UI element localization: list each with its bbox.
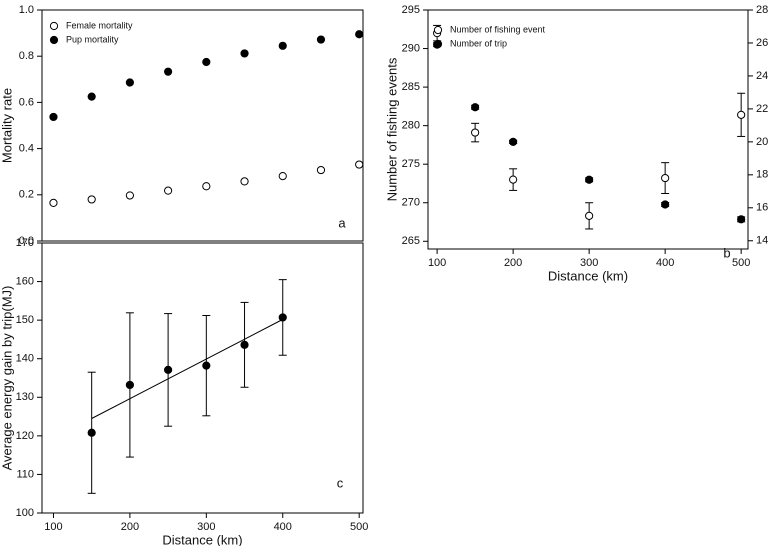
y2-tick-label: 22 [756, 103, 768, 115]
point [585, 211, 594, 220]
y-axis-label: Mortality rate [0, 88, 14, 163]
point [49, 198, 58, 207]
point [585, 175, 594, 184]
y-tick-label: 150 [16, 314, 34, 326]
plot-frame [41, 9, 364, 242]
y2-tick-label: 26 [756, 37, 768, 49]
x-axis-label: Distance (km) [162, 532, 242, 546]
x-tick-label: 200 [121, 521, 139, 533]
x-tick-label: 100 [44, 521, 62, 533]
point [737, 110, 746, 119]
y-tick-label: 100 [16, 507, 34, 519]
point [661, 200, 670, 209]
y-tick-label: 170 [16, 237, 34, 249]
legend-marker [49, 21, 59, 31]
point [240, 177, 249, 186]
panel-letter: c [337, 475, 344, 490]
point [125, 380, 134, 390]
point [164, 365, 173, 374]
y-tick-label: 0.8 [19, 50, 34, 62]
y-axis-label: Number of fishing events [384, 57, 399, 201]
point [661, 173, 670, 183]
legend-label: Pup mortality [66, 34, 119, 44]
point [509, 175, 518, 184]
y-tick-label: 295 [402, 4, 420, 16]
point [355, 160, 364, 169]
plot-frame [427, 9, 749, 250]
panel-letter: a [338, 215, 346, 230]
legend-label: Number of fishing event [450, 24, 546, 34]
point [509, 137, 518, 146]
x-tick-label: 400 [656, 257, 674, 269]
legend-marker [433, 39, 443, 49]
x-tick-label: 200 [504, 257, 522, 269]
point [202, 57, 211, 67]
y-tick-label: 130 [16, 391, 34, 403]
point [316, 165, 326, 175]
y-tick-label: 270 [402, 197, 420, 209]
point [471, 128, 480, 137]
y-tick-label: 140 [16, 353, 34, 365]
plot-frame [41, 242, 364, 514]
trend-line [91, 318, 283, 419]
y2-tick-label: 14 [756, 235, 768, 247]
y-tick-label: 275 [402, 158, 420, 170]
y-tick-label: 265 [402, 235, 420, 247]
point [87, 428, 96, 437]
y-tick-label: 285 [402, 81, 420, 93]
y2-tick-label: 24 [756, 70, 768, 82]
y-tick-label: 0.4 [19, 143, 34, 155]
y-tick-label: 110 [16, 468, 34, 480]
x-axis-label: Distance (km) [548, 268, 628, 283]
y2-tick-label: 20 [756, 136, 768, 148]
point [278, 313, 287, 322]
point [125, 78, 134, 87]
point [164, 67, 173, 76]
point [355, 30, 364, 39]
legend-marker [49, 35, 59, 45]
point [87, 92, 96, 101]
y-tick-label: 1.0 [19, 4, 34, 16]
point [278, 41, 287, 50]
y-tick-label: 120 [16, 430, 34, 442]
y2-tick-label: 16 [756, 202, 768, 214]
y2-tick-label: 18 [756, 169, 768, 181]
x-tick-label: 500 [732, 257, 750, 269]
x-tick-label: 400 [274, 521, 292, 533]
y2-tick-label: 28 [756, 4, 768, 16]
legend-marker [433, 25, 443, 35]
y-axis-label: Average energy gain by trip(MJ) [0, 286, 14, 471]
point [240, 49, 249, 58]
y-tick-label: 160 [16, 275, 34, 287]
point [87, 195, 96, 204]
legend-label: Female mortality [66, 20, 133, 30]
y-tick-label: 290 [402, 42, 420, 54]
point [202, 361, 211, 370]
y-tick-label: 0.0 [19, 235, 34, 247]
x-tick-label: 500 [350, 521, 368, 533]
point [202, 182, 211, 191]
x-tick-label: 300 [197, 521, 215, 533]
point [49, 112, 58, 122]
panel-letter: b [723, 245, 730, 260]
legend-label: Number of trip [450, 38, 507, 48]
point [125, 191, 134, 200]
point [164, 186, 173, 195]
x-tick-label: 300 [580, 257, 598, 269]
point [737, 215, 746, 224]
y-tick-label: 0.2 [19, 189, 34, 201]
point [471, 103, 480, 112]
x-tick-label: 100 [428, 257, 446, 269]
point [278, 171, 287, 181]
y-tick-label: 280 [402, 120, 420, 132]
y-tick-label: 0.6 [19, 96, 34, 108]
point [316, 35, 326, 44]
point [240, 340, 249, 349]
